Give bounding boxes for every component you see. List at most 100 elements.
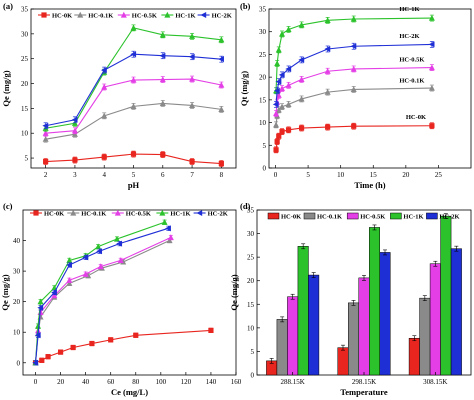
plot-frame-1 (268, 8, 472, 169)
data-point-hc-0k (45, 354, 51, 360)
data-point-hc-0k (133, 332, 139, 338)
x-tick-label: 288.15K (281, 378, 305, 386)
legend-marker-hc-1k (164, 11, 171, 18)
data-point-hc-0-5k (101, 83, 108, 90)
legend-marker-hc-0-1k (70, 209, 77, 216)
x-tick-label: 5 (132, 171, 136, 179)
bar-hc-2k-298-15k (379, 252, 391, 376)
legend-swatch-hc-0-1k (303, 212, 316, 220)
data-point-hc-2k (278, 71, 285, 78)
legend-label-hc-0-1k: HC-0.1K (317, 214, 342, 221)
data-point-hc-0-1k (159, 100, 166, 107)
series-line-hc-0-1k (34, 240, 170, 363)
data-point-hc-2k (165, 225, 171, 232)
y-tick-label: 20 (247, 277, 255, 285)
data-point-hc-0k (218, 160, 224, 167)
x-axis-label: pH (128, 180, 140, 190)
y-tick-label: 20 (259, 74, 267, 82)
data-point-hc-0k (57, 349, 64, 355)
y-axis-label: Qt (mg/g) (239, 71, 249, 106)
bar-hc-0-5k-288-15k (287, 296, 299, 376)
data-point-hc-0k (429, 123, 435, 129)
y-tick-label: 0 (251, 372, 255, 380)
y-tick-label: 20 (21, 80, 29, 88)
data-point-hc-1k (324, 17, 331, 23)
data-point-hc-0-1k (350, 86, 357, 93)
y-tick-label: 15 (247, 301, 255, 309)
data-point-hc-0-1k (279, 103, 286, 110)
x-tick-label: 298.15K (352, 378, 376, 386)
data-point-hc-0-1k (273, 121, 280, 128)
data-point-hc-0k (276, 133, 282, 139)
x-tick-label: 60 (107, 378, 115, 386)
legend-label-hc-0k: HC-0K (52, 12, 72, 19)
bar-hc-2k-288-15k (308, 274, 320, 376)
legend-marker-hc-1k (159, 209, 166, 216)
series-label-hc-2k: HC-2K (399, 33, 419, 40)
legend-swatch-hc-2k (426, 212, 438, 220)
x-tick-label: 140 (206, 378, 217, 386)
y-tick-label: 25 (247, 254, 255, 262)
x-tick-label: 25 (435, 171, 443, 179)
y-tick-label: 5 (25, 155, 29, 163)
data-point-hc-0k (101, 154, 107, 160)
bar-hc-1k-308-15k (440, 215, 452, 376)
legend-label-hc-0-1k: HC-0.1K (81, 210, 106, 217)
data-point-hc-2k (188, 53, 195, 60)
legend-label-hc-0-1k: HC-0.1K (88, 12, 113, 19)
data-point-hc-0k (274, 139, 280, 145)
legend-label-hc-2k: HC-2K (212, 12, 232, 19)
data-point-hc-0k (351, 123, 357, 129)
y-tick-label: 35 (259, 6, 267, 14)
data-point-hc-0-1k (218, 106, 225, 112)
data-point-hc-2k (71, 116, 78, 123)
x-axis-label: Temperature (340, 387, 387, 397)
series-line-hc-2k (275, 43, 432, 105)
data-point-hc-1k (275, 46, 282, 53)
y-tick-label: 10 (247, 324, 255, 332)
y-tick-label: 5 (263, 142, 267, 150)
legend-marker-hc-0-5k (120, 11, 127, 18)
data-point-hc-2k (96, 248, 103, 255)
data-point-hc-2k (130, 51, 137, 58)
x-tick-label: 4 (102, 171, 106, 179)
data-point-hc-1k (130, 24, 137, 31)
data-point-hc-0k (72, 157, 78, 163)
x-tick-label: 15 (370, 171, 378, 179)
legend-marker-hc-0k (41, 12, 47, 18)
data-point-hc-1k (285, 26, 292, 33)
legend-label-hc-0-5k: HC-0.5K (126, 210, 151, 217)
plot-frame-2 (22, 209, 237, 376)
data-point-hc-0-5k (97, 263, 104, 270)
bar-hc-2k-308-15k (450, 248, 462, 376)
legend-swatch-hc-0-5k (346, 212, 359, 220)
data-point-hc-1k (298, 21, 305, 28)
data-point-hc-2k (101, 67, 107, 74)
data-point-hc-0-1k (66, 280, 73, 286)
data-point-hc-2k (66, 262, 72, 268)
series-label-hc-1k: HC-1K (399, 6, 419, 13)
data-point-hc-0k (70, 344, 76, 351)
x-tick-label: 20 (402, 171, 410, 179)
bar-hc-1k-288-15k (297, 246, 309, 376)
data-point-hc-0-5k (130, 76, 137, 83)
bar-hc-0-1k-308-15k (419, 297, 431, 376)
data-point-hc-0-5k (82, 270, 89, 277)
data-point-hc-0-5k (298, 76, 305, 83)
data-point-hc-0-1k (166, 237, 173, 244)
x-tick-label: 160 (231, 378, 242, 386)
bar-hc-1k-298-15k (369, 227, 380, 376)
data-point-hc-0-1k (285, 101, 292, 107)
data-point-hc-2k (116, 240, 123, 247)
data-point-hc-1k (274, 60, 281, 67)
panel-label: (a) (3, 1, 13, 11)
data-point-hc-1k (161, 219, 168, 225)
x-tick-label: 80 (132, 378, 140, 386)
y-tick-label: 15 (21, 105, 29, 113)
y-tick-label: 30 (13, 268, 21, 276)
y-tick-label: 5 (251, 348, 255, 356)
data-point-hc-0-5k (428, 64, 435, 71)
data-point-hc-2k (34, 332, 41, 339)
data-point-hc-2k (350, 43, 357, 50)
y-axis-label: Qe (mg/g) (1, 70, 11, 106)
